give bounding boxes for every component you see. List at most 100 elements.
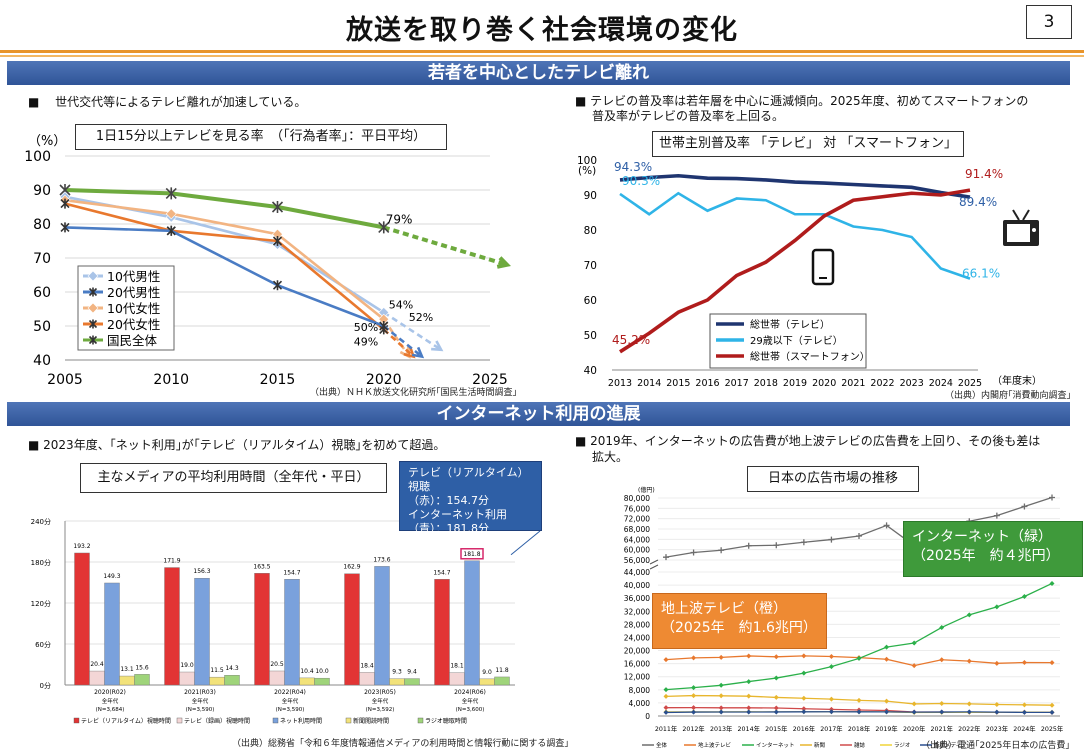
y-tick-label: 60,000: [624, 546, 650, 555]
legend-swatch: [73, 717, 80, 724]
bar-value-label: 20.4: [90, 661, 104, 668]
projection-arrowhead: [411, 346, 425, 359]
legend-label: 全体: [656, 741, 668, 749]
data-point: [746, 705, 752, 711]
x-category-label: 2023(R05): [364, 689, 396, 696]
x-tick-label: 2024: [929, 378, 953, 389]
legend-label: インターネット: [756, 741, 795, 749]
x-category-sub: 全年代: [372, 697, 389, 705]
y-tick-label: 20,000: [624, 647, 650, 656]
page-number: 3: [1026, 5, 1072, 39]
legend-swatch: [345, 717, 352, 724]
bar: [224, 675, 240, 686]
smartphone-icon: [811, 248, 835, 286]
divider: [0, 55, 1084, 57]
data-point: [1021, 709, 1027, 715]
bar-value-label: 173.6: [373, 556, 390, 563]
bar: [299, 677, 315, 686]
data-point: [994, 604, 1000, 610]
data-point: [1049, 580, 1055, 586]
data-point: [856, 532, 862, 539]
projection-line: [383, 225, 508, 267]
bar: [284, 579, 300, 686]
series-line: [64, 202, 385, 331]
data-point: [856, 697, 862, 703]
data-point: [966, 701, 972, 707]
y-tick-label: 4,000: [629, 699, 651, 708]
y-tick-label: 60分: [35, 640, 51, 649]
data-point: [939, 701, 945, 707]
bar: [134, 674, 150, 686]
legend-label: 雑誌: [854, 741, 866, 749]
section-header-internet: インターネット利用の進展: [7, 402, 1070, 426]
x-category-sub: (N=3,600): [456, 707, 485, 713]
legend-swatch: [417, 717, 424, 724]
bar-value-label: 14.3: [225, 665, 239, 672]
x-tick-label: 2018: [754, 378, 778, 389]
x-tick-label: 2023: [900, 378, 924, 389]
legend-label: 地上波テレビ: [698, 741, 732, 749]
penetration-chart: 40 50 60 70 80 90 100(%) 2013 2014 2015 2016 2017 20…: [577, 155, 1042, 389]
data-point: [166, 225, 176, 236]
data-label: 90.3%: [622, 174, 660, 188]
data-point: [939, 657, 945, 663]
usage-callout-line3: インターネット利用: [408, 508, 507, 521]
data-point: [663, 554, 669, 561]
media-usage-chart: 0分 60分 120分 180分 240分 193.2 20.4 149.3 13.1 15.6 2…: [31, 517, 541, 725]
bar: [179, 671, 195, 686]
data-point: [1049, 709, 1055, 715]
data-point: [746, 709, 752, 715]
legend-label: 20代男性: [107, 285, 160, 300]
legend-marker: [88, 335, 98, 345]
legend-label: 国民全体: [107, 333, 158, 348]
data-point: [718, 709, 724, 715]
data-point: [272, 236, 283, 246]
data-point: [856, 709, 862, 715]
data-point: [691, 709, 697, 715]
x-category-sub: 全年代: [462, 697, 479, 705]
x-tick-label: 2020: [366, 372, 402, 388]
series-line: [619, 191, 971, 280]
x-category-sub: (N=3,684): [96, 707, 125, 713]
bar: [269, 670, 285, 686]
data-point: [994, 660, 1000, 666]
ad-market-chart: 0 4,000 8,000 12,000 16,000 20,000 24,000 28,00…: [624, 486, 1063, 749]
data-point: [993, 512, 1000, 519]
data-point: [746, 693, 752, 699]
bar: [89, 670, 105, 686]
y-tick-label: 16,000: [624, 660, 650, 669]
bullet-ad-1: ■ 2019年、インターネットの広告費が地上波テレビの広告費を上回り、その後も差…: [575, 434, 1041, 448]
data-point: [1049, 494, 1055, 501]
x-tick-label: 2020年: [903, 724, 925, 733]
bar: [464, 560, 480, 686]
bar-value-label: 11.5: [210, 667, 224, 674]
x-tick-label: 2013: [608, 378, 632, 389]
data-point: [746, 653, 752, 659]
data-point: [663, 657, 669, 663]
projection-arrowhead: [431, 340, 444, 352]
data-point: [60, 222, 70, 233]
x-tick-label: 2024年: [1013, 724, 1035, 733]
x-tick-label: 2012年: [682, 724, 704, 733]
data-label: 94.3%: [614, 160, 652, 174]
projection-arrowhead: [496, 256, 511, 269]
tv-callout-line1: 地上波テレビ（橙）: [661, 601, 787, 617]
bar-value-label: 20.5: [270, 661, 284, 668]
y-tick-label: 36,000: [624, 594, 650, 603]
tv-callout: 地上波テレビ（橙） （2025年 約1.6兆円）: [652, 593, 827, 649]
y-tick-label: 32,000: [624, 607, 650, 616]
data-point: [663, 705, 669, 711]
x-tick-label: 2019年: [875, 724, 897, 733]
data-label: 45.2%: [612, 333, 650, 347]
tv-icon: [1022, 209, 1030, 221]
x-tick-label: 2021年: [931, 724, 953, 733]
data-point: [165, 187, 177, 200]
data-point: [718, 682, 724, 688]
data-point: [801, 670, 807, 676]
y-tick-label: 64,000: [624, 535, 650, 544]
bar-value-label: 9.0: [482, 669, 492, 676]
data-point: [690, 549, 697, 556]
tv-viewing-rate-chart: 40 50 60 70 80 90 100（%） 2005 2010 2015 2020 2025 79…: [24, 134, 511, 388]
projection-arrowhead: [403, 346, 416, 359]
data-point: [773, 694, 779, 700]
